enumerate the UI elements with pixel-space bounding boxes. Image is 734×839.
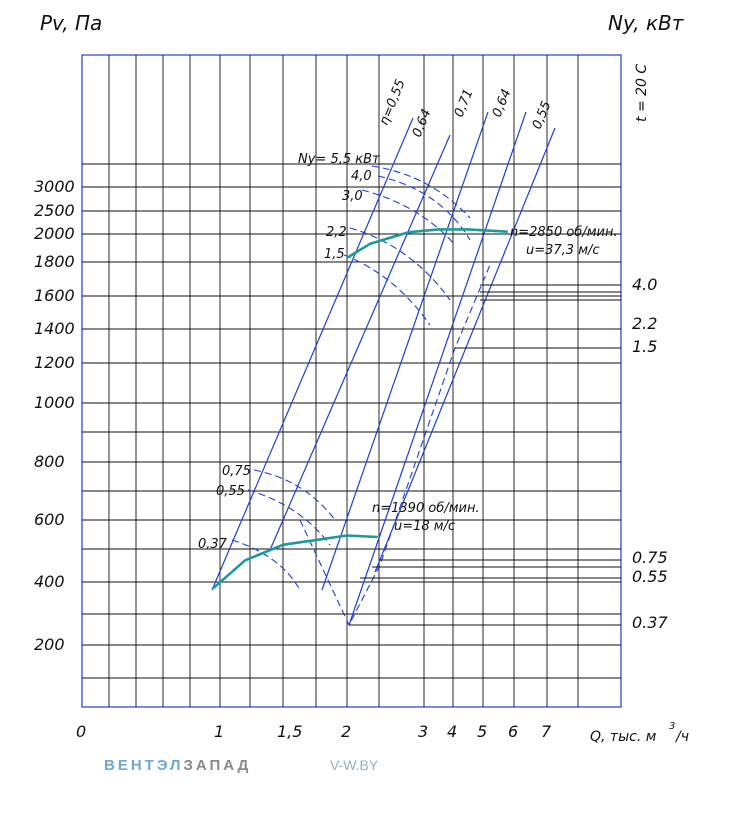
- efficiency-line: [321, 111, 489, 591]
- series-label: n=1390 об/мин.: [372, 501, 480, 516]
- power-dash-curve: [343, 254, 431, 326]
- left-axis-title: Pv, Па: [40, 11, 102, 35]
- series-lines: [212, 228, 508, 590]
- y-tick-label: 3000: [34, 177, 75, 196]
- y-tick-label: 400: [34, 572, 65, 591]
- site-link[interactable]: V-W.BY: [330, 757, 379, 773]
- brand-logo: ВЕНТЭЛЗАПАД: [104, 757, 251, 774]
- efficiency-line: [269, 134, 451, 551]
- power-dash-lines: [231, 165, 621, 627]
- y-tick-label: 1400: [34, 319, 75, 338]
- y-tick-label: 1800: [34, 252, 75, 271]
- efficiency-label: 0,55: [530, 99, 555, 131]
- series-curve: [346, 228, 508, 259]
- x-axis-label-sup: 3: [669, 721, 675, 732]
- brand-part2: ЗАПАД: [183, 757, 252, 774]
- power-dash-curve: [349, 227, 451, 301]
- brand-part1: ВЕНТЭЛ: [104, 757, 184, 774]
- y-tick-label: 2000: [34, 224, 75, 243]
- x-tick-label: 4: [447, 722, 457, 741]
- power-label: 0,75: [222, 464, 251, 479]
- x-tick-label: 1: [214, 722, 224, 741]
- x-tick-label: 1,5: [277, 722, 302, 741]
- x-tick-label: 0: [76, 722, 86, 741]
- right-axis-title: Ny, кВт: [608, 11, 685, 35]
- x-tick-label: 5: [477, 722, 487, 741]
- power-dash-curve: [247, 489, 331, 546]
- power-dash-curve: [231, 539, 301, 591]
- efficiency-line: [374, 127, 556, 573]
- right-tick-label: 4.0: [632, 275, 657, 294]
- power-label: 0,55: [216, 484, 245, 499]
- right-tick-label: 0.55: [632, 567, 668, 586]
- efficiency-line: [211, 117, 414, 591]
- efficiency-label: 0,64: [410, 107, 435, 139]
- efficiency-lines: [211, 111, 556, 626]
- series-speed-label: u=37,3 м/с: [526, 243, 600, 258]
- right-tick-label: 1.5: [632, 337, 657, 356]
- series-speed-label: u=18 м/с: [394, 519, 455, 534]
- y-tick-label: 800: [34, 452, 65, 471]
- power-label: 0,37: [198, 537, 228, 552]
- power-label: 1,5: [324, 247, 345, 262]
- power-dash-curve: [253, 469, 336, 521]
- power-label: 2,2: [326, 225, 347, 240]
- y-tick-label: 2500: [34, 201, 75, 220]
- y-tick-label: 600: [34, 510, 65, 529]
- x-tick-label: 2: [341, 722, 351, 741]
- power-label: 4,0: [351, 169, 372, 184]
- y-tick-label: 1600: [34, 286, 75, 305]
- x-tick-label: 7: [541, 722, 552, 741]
- series-label: n=2850 об/мин.: [510, 225, 618, 240]
- power-dash-curve: [371, 165, 471, 219]
- chart-grid: [81, 54, 622, 708]
- power-dash-curve: [361, 189, 456, 246]
- x-axis-label-unit: /ч: [674, 729, 689, 745]
- efficiency-label: 0,71: [452, 87, 477, 119]
- power-label: 3,0: [342, 189, 363, 204]
- right-tick-label: 0.37: [632, 613, 668, 632]
- boundary-dash-curve: [299, 264, 491, 627]
- y-tick-label: 200: [34, 635, 65, 654]
- efficiency-label: η=0,55: [377, 77, 409, 127]
- right-tick-label: 2.2: [632, 314, 657, 333]
- power-label: Ny= 5,5 кВт: [298, 152, 380, 167]
- y-tick-label: 1000: [34, 393, 75, 412]
- y-tick-label: 1200: [34, 353, 75, 372]
- plot-frame: [81, 54, 622, 708]
- right-tick-label: 0.75: [632, 548, 668, 567]
- efficiency-label: 0,64: [490, 87, 515, 119]
- x-tick-label: 3: [418, 722, 428, 741]
- temperature-label: t = 20 C: [634, 64, 650, 122]
- efficiency-line: [348, 111, 527, 626]
- x-tick-label: 6: [508, 722, 518, 741]
- x-axis-label: Q, тыс. м: [590, 729, 657, 745]
- series-curve: [212, 534, 378, 590]
